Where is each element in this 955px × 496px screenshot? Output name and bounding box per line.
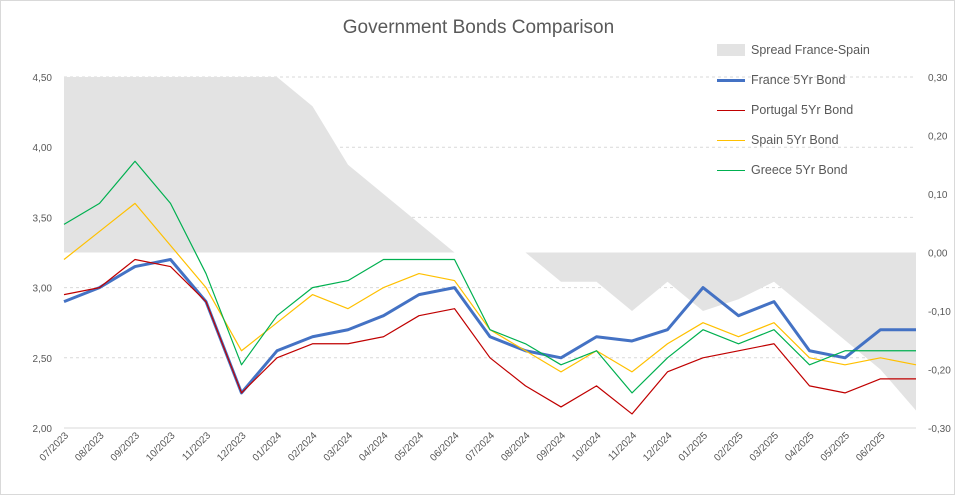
x-tick-label: 04/2025 bbox=[783, 430, 817, 464]
legend-label: Spain 5Yr Bond bbox=[751, 133, 839, 147]
x-tick-label: 11/2023 bbox=[180, 430, 213, 463]
legend-label: France 5Yr Bond bbox=[751, 73, 846, 87]
legend-item: Greece 5Yr Bond bbox=[717, 155, 947, 185]
x-tick-label: 04/2024 bbox=[357, 430, 391, 464]
y-right-tick-label: -0,10 bbox=[928, 307, 951, 318]
x-axis: 07/2023 08/2023 09/2023 10/2023 11/2023 12/20… bbox=[38, 430, 888, 464]
x-tick-label: 07/2023 bbox=[38, 430, 72, 464]
y-left-tick-label: 2,50 bbox=[33, 354, 53, 365]
x-tick-label: 01/2025 bbox=[677, 430, 711, 464]
x-tick-label: 05/2025 bbox=[819, 430, 853, 464]
x-tick-label: 06/2025 bbox=[854, 430, 888, 464]
x-tick-label: 01/2024 bbox=[251, 430, 285, 464]
y-left-tick-label: 2,00 bbox=[33, 424, 53, 435]
x-tick-label: 02/2025 bbox=[712, 430, 746, 464]
x-tick-label: 09/2023 bbox=[109, 430, 143, 464]
x-tick-label: 02/2024 bbox=[286, 430, 320, 464]
legend-item: France 5Yr Bond bbox=[717, 65, 947, 95]
x-tick-label: 05/2024 bbox=[393, 430, 427, 464]
x-tick-label: 08/2024 bbox=[499, 430, 533, 464]
y-left-tick-label: 3,00 bbox=[33, 284, 53, 295]
line-layer bbox=[63, 160, 917, 415]
legend-item: Spread France-Spain bbox=[717, 35, 947, 65]
x-tick-label: 10/2023 bbox=[144, 430, 178, 464]
gridlines bbox=[64, 76, 916, 429]
x-tick-label: 07/2024 bbox=[464, 430, 498, 464]
legend-label: Portugal 5Yr Bond bbox=[751, 103, 854, 117]
legend-label: Spread France-Spain bbox=[751, 43, 870, 57]
y-left-tick-label: 4,00 bbox=[33, 143, 53, 154]
y-right-tick-label: -0,30 bbox=[928, 424, 951, 435]
x-tick-label: 12/2024 bbox=[641, 430, 675, 464]
chart-title: Government Bonds Comparison bbox=[342, 17, 615, 38]
legend-swatch bbox=[717, 169, 745, 171]
series-line bbox=[63, 258, 916, 415]
x-tick-label: 08/2023 bbox=[73, 430, 107, 464]
y-left-tick-label: 3,50 bbox=[33, 213, 53, 224]
legend: Spread France-Spain France 5Yr Bond Portug… bbox=[717, 35, 947, 185]
x-tick-label: 09/2024 bbox=[535, 430, 569, 464]
y-left-tick-label: 4,50 bbox=[33, 73, 53, 84]
x-tick-label: 12/2023 bbox=[215, 430, 249, 464]
x-tick-label: 11/2024 bbox=[606, 430, 639, 463]
area-layer bbox=[64, 77, 916, 411]
x-tick-label: 06/2024 bbox=[428, 430, 462, 464]
y-right-tick-label: 0,10 bbox=[928, 190, 948, 201]
y-right-tick-label: 0,20 bbox=[928, 132, 948, 143]
y-right-tick-label: 0,00 bbox=[928, 249, 948, 260]
series-line bbox=[63, 160, 916, 394]
x-tick-label: 03/2025 bbox=[748, 430, 782, 464]
x-tick-label: 03/2024 bbox=[322, 430, 356, 464]
y-right-tick-label: 0,30 bbox=[928, 73, 948, 84]
legend-swatch bbox=[717, 44, 745, 56]
series-area bbox=[64, 77, 916, 411]
legend-item: Portugal 5Yr Bond bbox=[717, 95, 947, 125]
x-tick-label: 10/2024 bbox=[570, 430, 604, 464]
y-axis-right: -0,30 -0,20 -0,10 0,00 0,10 0,20 0,30 bbox=[928, 73, 951, 435]
legend-item: Spain 5Yr Bond bbox=[717, 125, 947, 155]
legend-label: Greece 5Yr Bond bbox=[751, 163, 848, 177]
legend-swatch bbox=[717, 78, 745, 82]
legend-swatch bbox=[717, 109, 745, 111]
y-axis-left: 2,00 2,50 3,00 3,50 4,00 4,50 bbox=[33, 73, 53, 435]
y-right-tick-label: -0,20 bbox=[928, 366, 951, 377]
legend-swatch bbox=[717, 139, 745, 141]
